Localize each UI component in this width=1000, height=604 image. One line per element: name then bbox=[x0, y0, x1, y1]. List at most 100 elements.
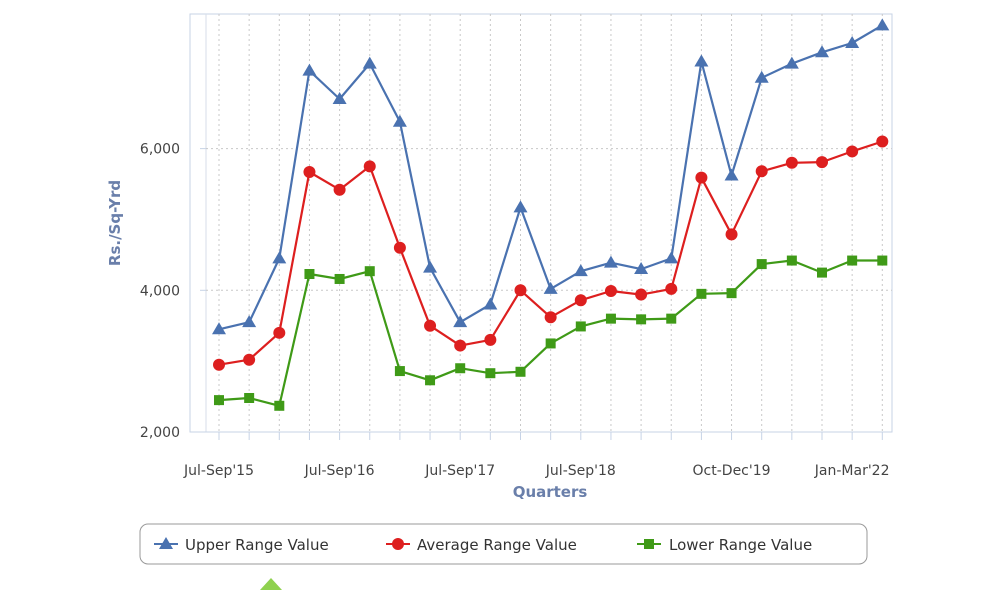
axes: 2,000 4,000 6,000 Jul-Sep'15 Jul-Sep'16 Jul-S… bbox=[140, 142, 892, 479]
y-axis-title: Rs./Sq-Yrd bbox=[106, 180, 124, 266]
data-point bbox=[785, 156, 798, 169]
legend-label-lower: Lower Range Value bbox=[669, 536, 812, 554]
data-point bbox=[244, 392, 255, 403]
x-tick-label: Jul-Sep'16 bbox=[304, 463, 375, 479]
data-point bbox=[424, 319, 437, 332]
x-tick-label: Oct-Dec'19 bbox=[693, 463, 771, 479]
data-point bbox=[817, 267, 827, 278]
data-point bbox=[423, 260, 438, 273]
data-point bbox=[213, 358, 225, 371]
legend-label-upper: Upper Range Value bbox=[185, 536, 329, 554]
navigator-arrow-icon[interactable] bbox=[260, 578, 282, 590]
data-point bbox=[543, 281, 558, 294]
data-point bbox=[362, 56, 377, 69]
data-point bbox=[304, 269, 315, 280]
data-point bbox=[393, 241, 406, 254]
data-point bbox=[846, 145, 859, 158]
legend-item-average[interactable]: Average Range Value bbox=[386, 536, 577, 554]
data-point bbox=[636, 314, 647, 325]
data-point bbox=[573, 264, 588, 277]
x-tick-label: Jan-Mar'22 bbox=[814, 463, 890, 479]
data-point bbox=[273, 326, 286, 339]
y-tick-label: 2,000 bbox=[140, 425, 180, 441]
series-square bbox=[214, 255, 888, 411]
data-point bbox=[574, 294, 587, 307]
square-marker-icon bbox=[644, 539, 654, 549]
data-point bbox=[455, 363, 466, 374]
data-point bbox=[302, 63, 317, 76]
data-point bbox=[545, 338, 556, 349]
data-point bbox=[454, 339, 467, 352]
data-point bbox=[726, 288, 737, 299]
plot-frame bbox=[189, 13, 893, 433]
y-tick-label: 6,000 bbox=[140, 142, 180, 158]
data-point bbox=[724, 168, 739, 181]
data-point bbox=[332, 92, 347, 105]
data-point bbox=[513, 200, 528, 213]
data-point bbox=[212, 322, 226, 335]
data-point bbox=[666, 313, 677, 324]
data-point bbox=[214, 395, 224, 406]
legend-label-average: Average Range Value bbox=[417, 536, 577, 554]
data-point bbox=[364, 266, 375, 277]
data-point bbox=[634, 262, 649, 275]
data-point bbox=[754, 70, 769, 83]
data-point bbox=[725, 228, 738, 241]
data-point bbox=[272, 251, 287, 264]
x-tick-label: Jul-Sep'17 bbox=[424, 463, 495, 479]
data-point bbox=[243, 353, 256, 366]
data-point bbox=[575, 321, 586, 332]
data-point bbox=[425, 375, 436, 386]
data-point bbox=[392, 114, 407, 127]
series-layer bbox=[212, 18, 890, 411]
data-point bbox=[635, 288, 648, 301]
data-point bbox=[544, 311, 557, 324]
data-point bbox=[334, 273, 345, 284]
data-point bbox=[274, 400, 285, 411]
data-point bbox=[845, 36, 860, 49]
data-point bbox=[363, 160, 376, 173]
data-point bbox=[453, 315, 468, 328]
axis-labels: Quarters Rs./Sq-Yrd bbox=[106, 180, 587, 501]
data-point bbox=[665, 282, 678, 295]
data-point bbox=[815, 45, 829, 58]
data-point bbox=[875, 18, 890, 31]
data-point bbox=[605, 313, 616, 324]
plot-border bbox=[189, 13, 893, 433]
triangle-marker-icon bbox=[159, 537, 173, 549]
y-tick-label: 4,000 bbox=[140, 283, 180, 299]
data-point bbox=[604, 285, 617, 298]
data-point bbox=[242, 315, 257, 328]
data-point bbox=[515, 366, 526, 377]
data-point bbox=[484, 333, 497, 346]
legend-item-upper[interactable]: Upper Range Value bbox=[154, 536, 329, 554]
legend-box bbox=[139, 523, 868, 565]
data-point bbox=[786, 255, 797, 266]
data-point bbox=[485, 368, 496, 379]
x-tick-label: Jul-Sep'18 bbox=[545, 463, 616, 479]
data-point bbox=[695, 171, 708, 184]
data-point bbox=[816, 156, 828, 169]
x-axis-title: Quarters bbox=[513, 483, 588, 501]
data-point bbox=[694, 54, 709, 67]
x-tick-label: Jul-Sep'15 bbox=[183, 463, 254, 479]
data-point bbox=[847, 255, 858, 266]
circle-marker-icon bbox=[392, 538, 404, 550]
legend-item-lower[interactable]: Lower Range Value bbox=[637, 536, 812, 554]
data-point bbox=[603, 255, 618, 268]
series-triangle bbox=[212, 18, 890, 335]
data-point bbox=[696, 288, 707, 299]
data-point bbox=[784, 56, 799, 69]
data-point bbox=[514, 284, 527, 297]
data-point bbox=[756, 259, 767, 270]
data-point bbox=[755, 165, 768, 178]
data-point bbox=[303, 165, 316, 178]
data-point bbox=[394, 366, 405, 377]
data-point bbox=[333, 183, 346, 196]
data-point bbox=[877, 255, 888, 266]
data-point bbox=[876, 135, 889, 148]
series-circle bbox=[213, 135, 889, 371]
data-point bbox=[664, 251, 679, 264]
